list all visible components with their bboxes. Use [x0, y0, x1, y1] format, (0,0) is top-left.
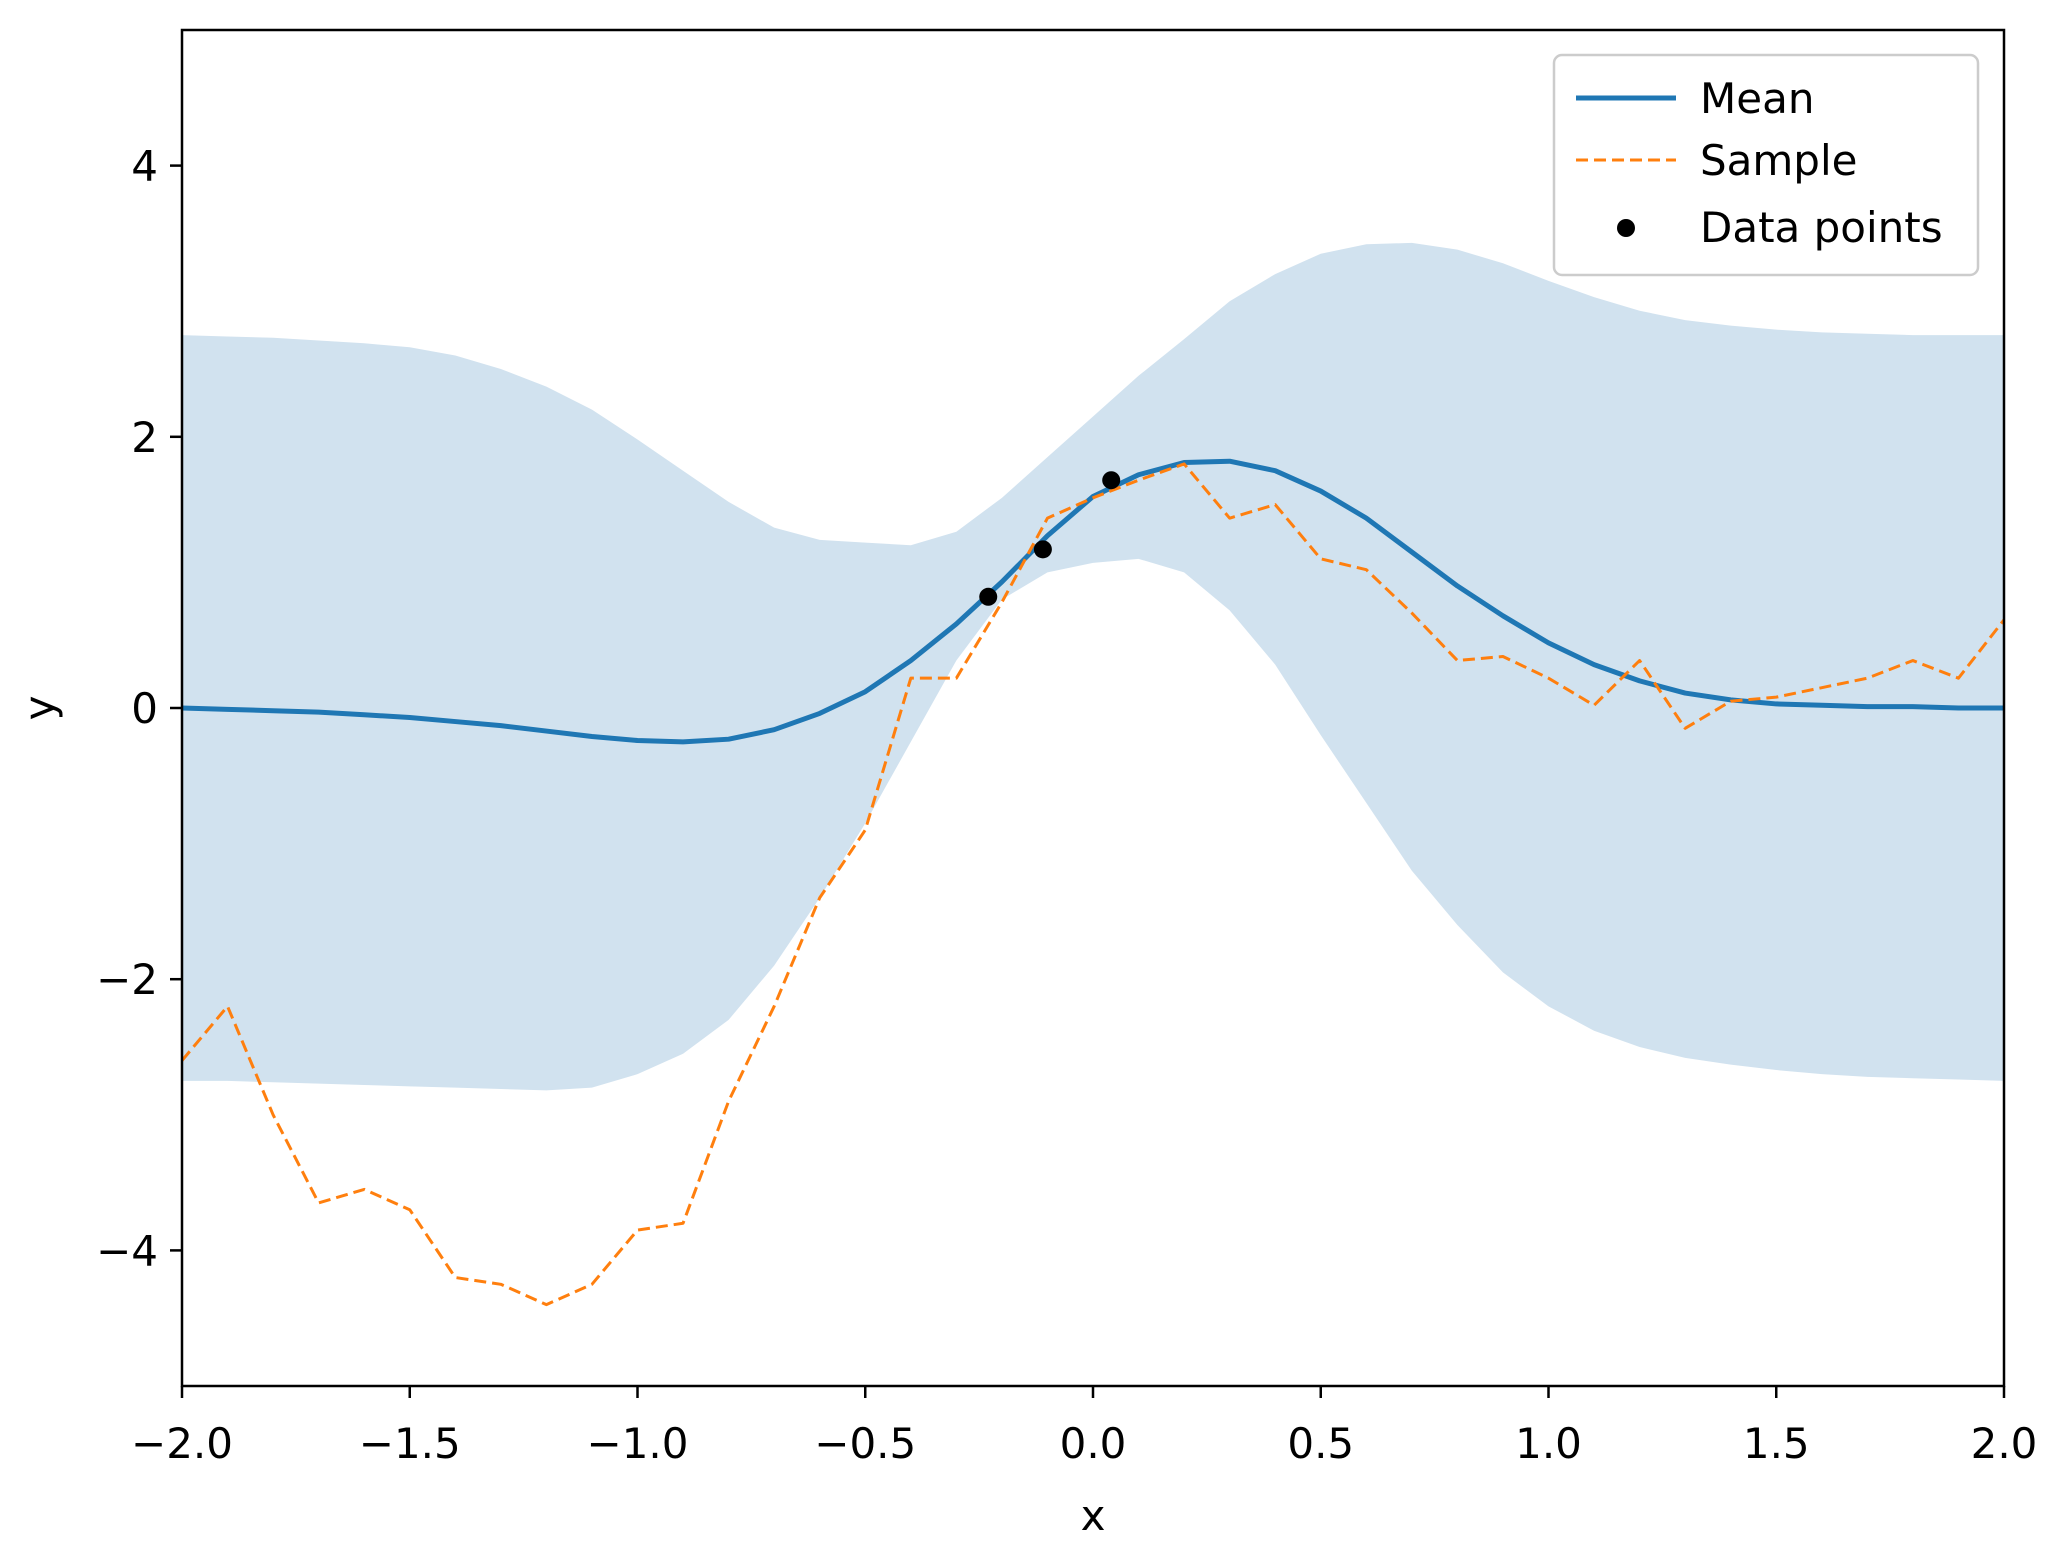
- x-tick-label: −1.0: [587, 1419, 689, 1468]
- x-tick-label: 1.5: [1743, 1419, 1810, 1468]
- legend-points-swatch: [1617, 219, 1635, 237]
- x-tick-label: 0.5: [1287, 1419, 1354, 1468]
- x-tick-label: 0.0: [1060, 1419, 1127, 1468]
- y-axis-label: y: [15, 696, 64, 721]
- x-tick-label: −1.5: [359, 1419, 461, 1468]
- x-axis-label: x: [1081, 1491, 1106, 1540]
- x-tick-label: 2.0: [1971, 1419, 2038, 1468]
- y-tick-label: 4: [131, 142, 158, 191]
- x-tick-label: −2.0: [131, 1419, 233, 1468]
- sample-line: [182, 462, 2004, 1307]
- legend-mean-label: Mean: [1700, 74, 1814, 123]
- x-tick-label: 1.0: [1515, 1419, 1582, 1468]
- legend-sample-label: Sample: [1700, 136, 1857, 185]
- x-tick-label: −0.5: [814, 1419, 916, 1468]
- x-axis: −2.0 −1.5 −1.0 −0.5 0.0 0.5 1.0 1.5 2.0: [131, 1386, 2037, 1468]
- confidence-band: [182, 242, 2004, 1091]
- y-tick-label: −4: [96, 1226, 158, 1275]
- data-point-2: [1033, 540, 1052, 559]
- y-axis: −4 −2 0 2 4: [96, 142, 182, 1275]
- plot-area: [182, 242, 2004, 1307]
- data-point-3: [1102, 471, 1121, 490]
- y-tick-label: 0: [131, 684, 158, 733]
- legend: Mean Sample Data points: [1552, 53, 1980, 277]
- y-tick-label: 2: [131, 413, 158, 462]
- y-tick-label: −2: [96, 955, 158, 1004]
- legend-points-label: Data points: [1700, 203, 1943, 252]
- legend-frame: [1552, 53, 1980, 277]
- data-point-1: [979, 587, 998, 606]
